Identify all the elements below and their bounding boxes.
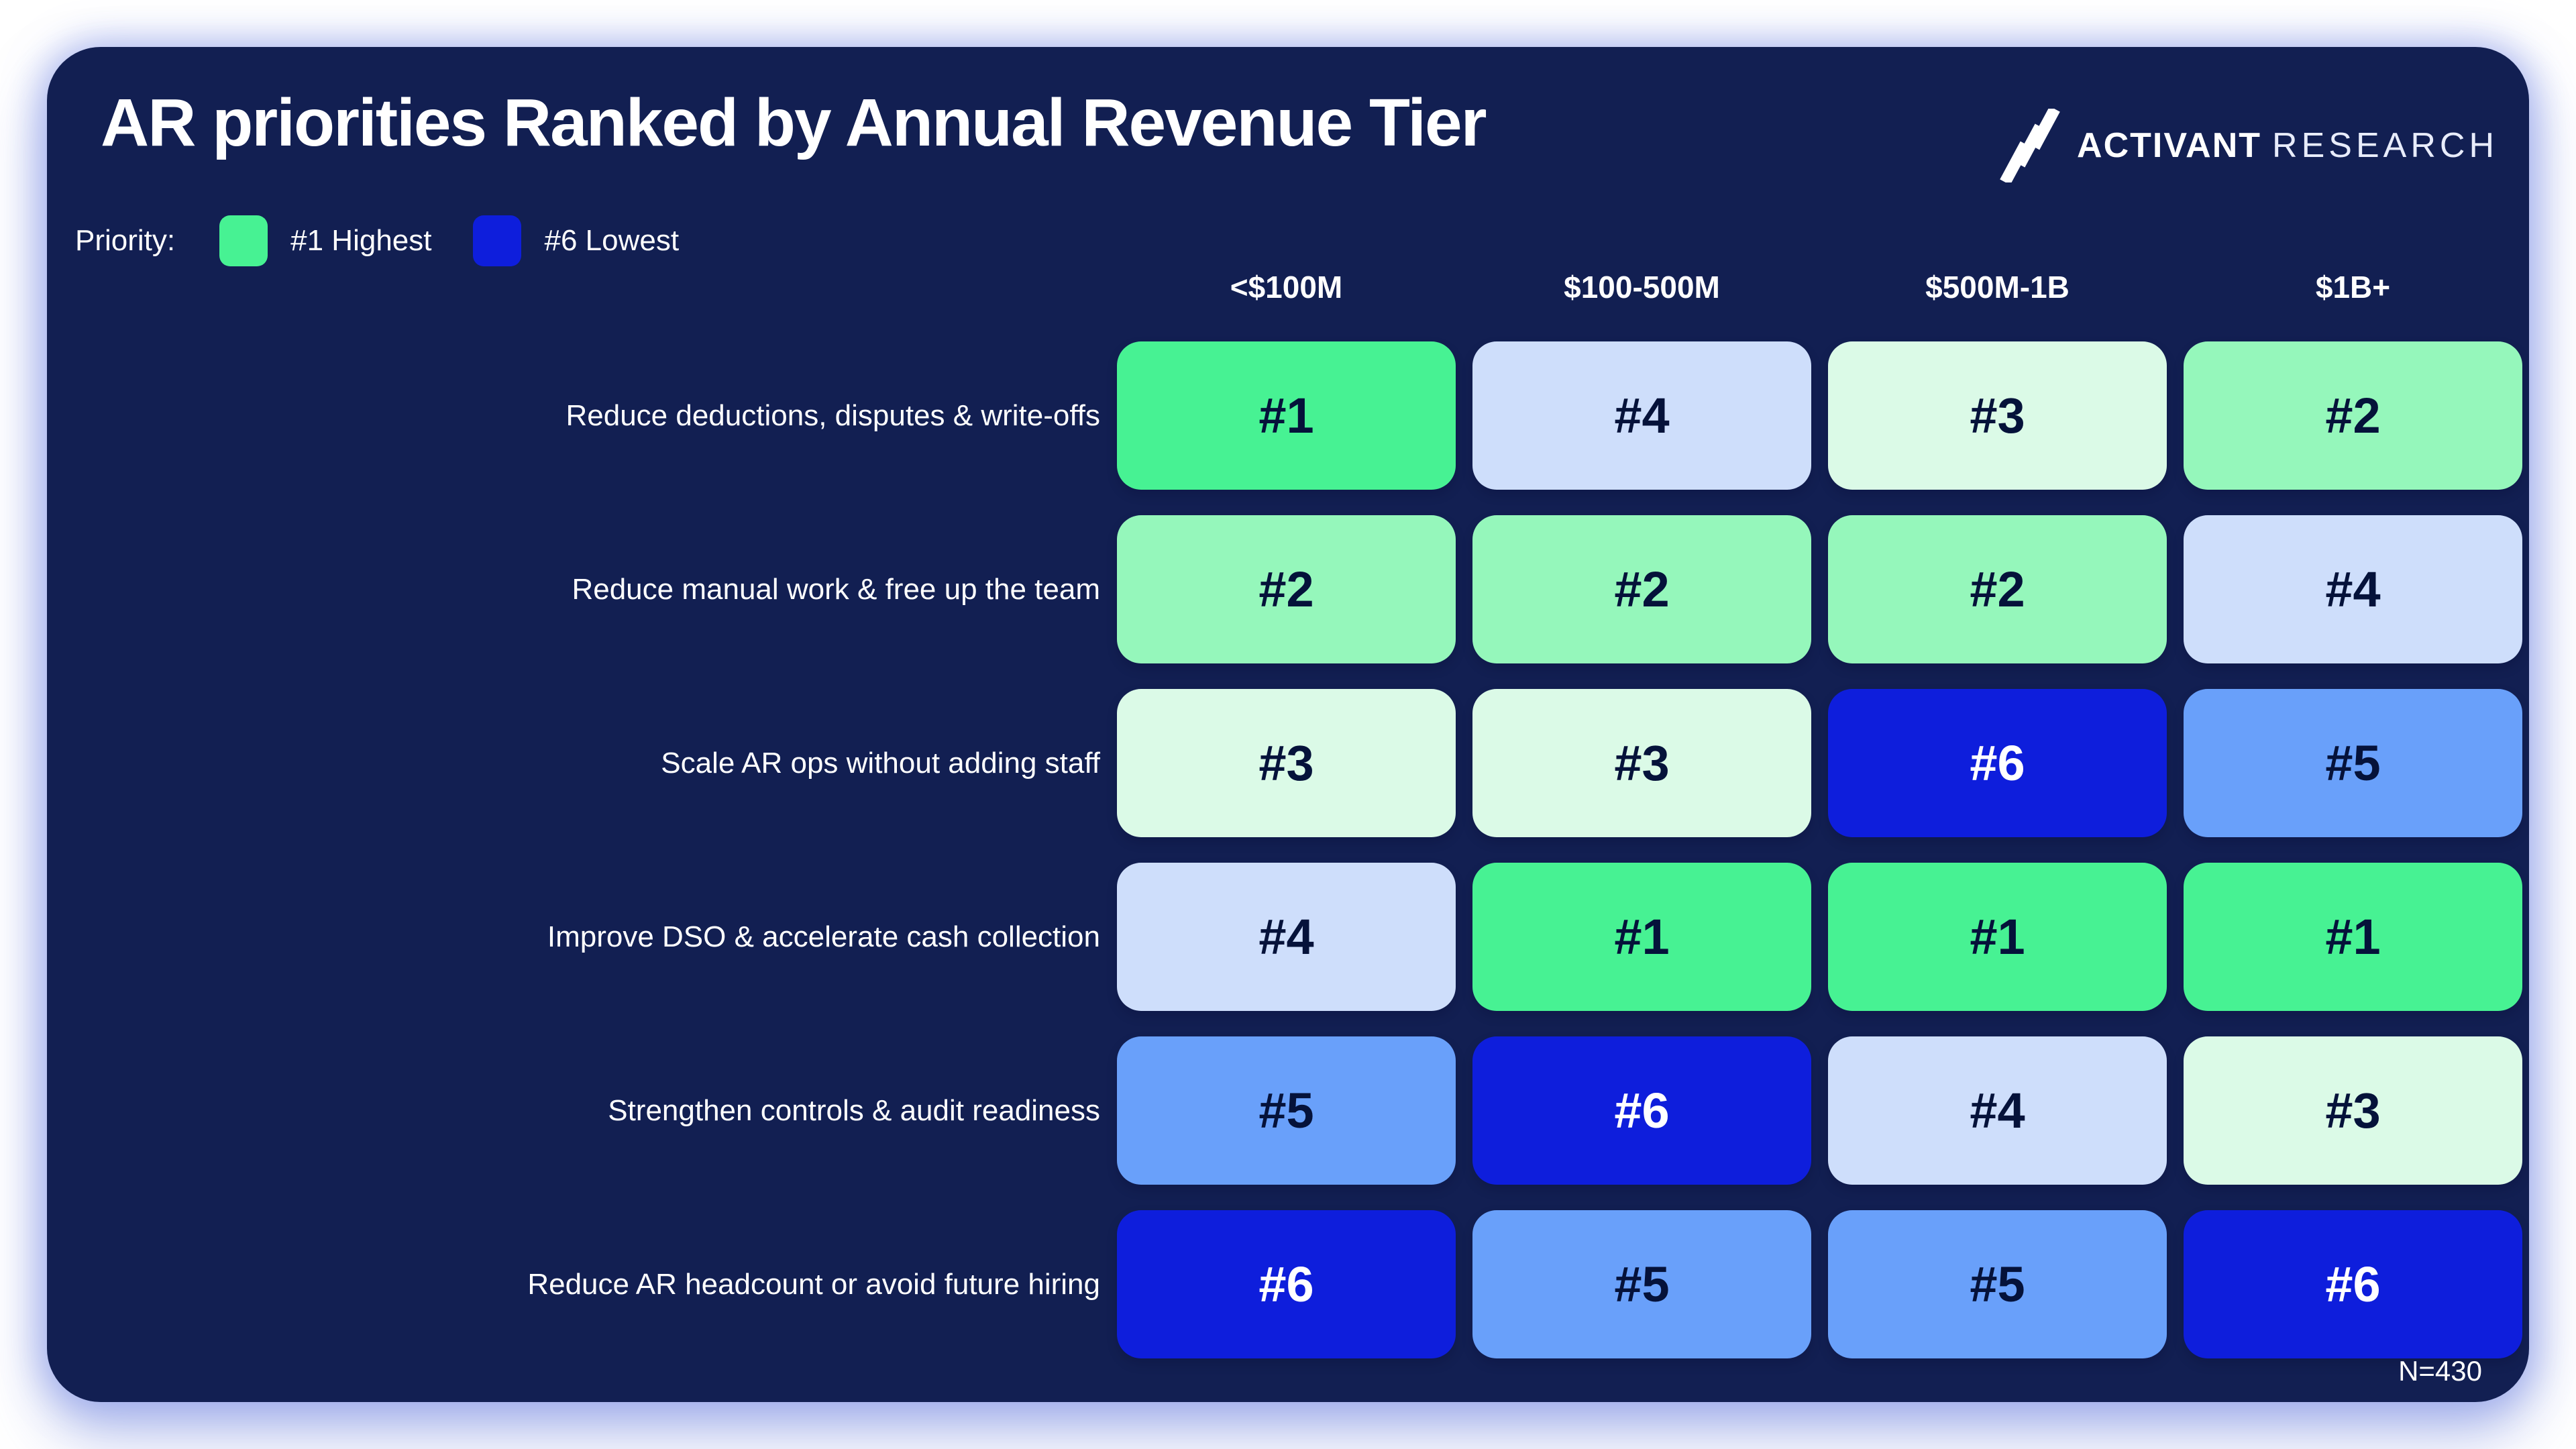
rank-cell-r3-c1: #1 — [1472, 863, 1811, 1011]
row-label-2: Scale AR ops without adding staff — [661, 747, 1100, 780]
ranking-grid: <$100M $100-500M $500M-1B $1B+ Reduce deduct… — [101, 258, 2522, 1358]
row-label-4: Strengthen controls & audit readiness — [608, 1094, 1100, 1127]
legend-label-lowest: #6 Lowest — [544, 224, 680, 257]
sample-size-note: N=430 — [2398, 1355, 2482, 1387]
rank-cell-r5-c0: #6 — [1117, 1210, 1456, 1358]
col-header-1: $100-500M — [1564, 270, 1720, 305]
legend-label-highest: #1 Highest — [290, 224, 432, 257]
rank-cell-r4-c2: #4 — [1828, 1036, 2167, 1185]
legend-swatch-lowest — [473, 215, 522, 266]
rank-cell-r0-c1: #4 — [1472, 341, 1811, 490]
rank-cell-r4-c3: #3 — [2184, 1036, 2522, 1185]
activant-triple-slash-icon — [2000, 109, 2060, 182]
priority-legend: Priority: #1 Highest #6 Lowest — [75, 215, 679, 267]
rank-cell-r0-c2: #3 — [1828, 341, 2167, 490]
rank-cell-r1-c2: #2 — [1828, 515, 2167, 663]
rank-cell-r1-c3: #4 — [2184, 515, 2522, 663]
col-header-2: $500M-1B — [1925, 270, 2070, 305]
col-header-3: $1B+ — [2315, 270, 2391, 305]
rank-cell-r4-c0: #5 — [1117, 1036, 1456, 1185]
col-header-0: <$100M — [1230, 270, 1343, 305]
page-title: AR priorities Ranked by Annual Revenue T… — [101, 85, 1487, 160]
legend-swatch-highest — [219, 215, 268, 266]
row-label-3: Improve DSO & accelerate cash collection — [547, 920, 1100, 953]
rank-cell-r1-c1: #2 — [1472, 515, 1811, 663]
chart-panel: AR priorities Ranked by Annual Revenue T… — [47, 47, 2529, 1402]
rank-cell-r3-c0: #4 — [1117, 863, 1456, 1011]
rank-cell-r1-c0: #2 — [1117, 515, 1456, 663]
legend-title: Priority: — [75, 224, 176, 257]
row-label-0: Reduce deductions, disputes & write-offs — [566, 399, 1100, 432]
rank-cell-r2-c0: #3 — [1117, 689, 1456, 837]
row-label-1: Reduce manual work & free up the team — [572, 573, 1100, 606]
rank-cell-r4-c1: #6 — [1472, 1036, 1811, 1185]
rank-cell-r0-c3: #2 — [2184, 341, 2522, 490]
rank-cell-r3-c2: #1 — [1828, 863, 2167, 1011]
activant-logo: ACTIVANT RESEARCH — [1998, 109, 2498, 182]
rank-cell-r5-c1: #5 — [1472, 1210, 1811, 1358]
logo-suffix: RESEARCH — [2272, 126, 2498, 165]
rank-cell-r2-c1: #3 — [1472, 689, 1811, 837]
rank-cell-r2-c2: #6 — [1828, 689, 2167, 837]
rank-cell-r5-c3: #6 — [2184, 1210, 2522, 1358]
row-label-5: Reduce AR headcount or avoid future hiri… — [527, 1268, 1100, 1301]
rank-cell-r5-c2: #5 — [1828, 1210, 2167, 1358]
rank-cell-r0-c0: #1 — [1117, 341, 1456, 490]
rank-cell-r3-c3: #1 — [2184, 863, 2522, 1011]
rank-cell-r2-c3: #5 — [2184, 689, 2522, 837]
grid-corner-spacer — [101, 258, 1100, 316]
logo-name: ACTIVANT — [2077, 126, 2262, 165]
